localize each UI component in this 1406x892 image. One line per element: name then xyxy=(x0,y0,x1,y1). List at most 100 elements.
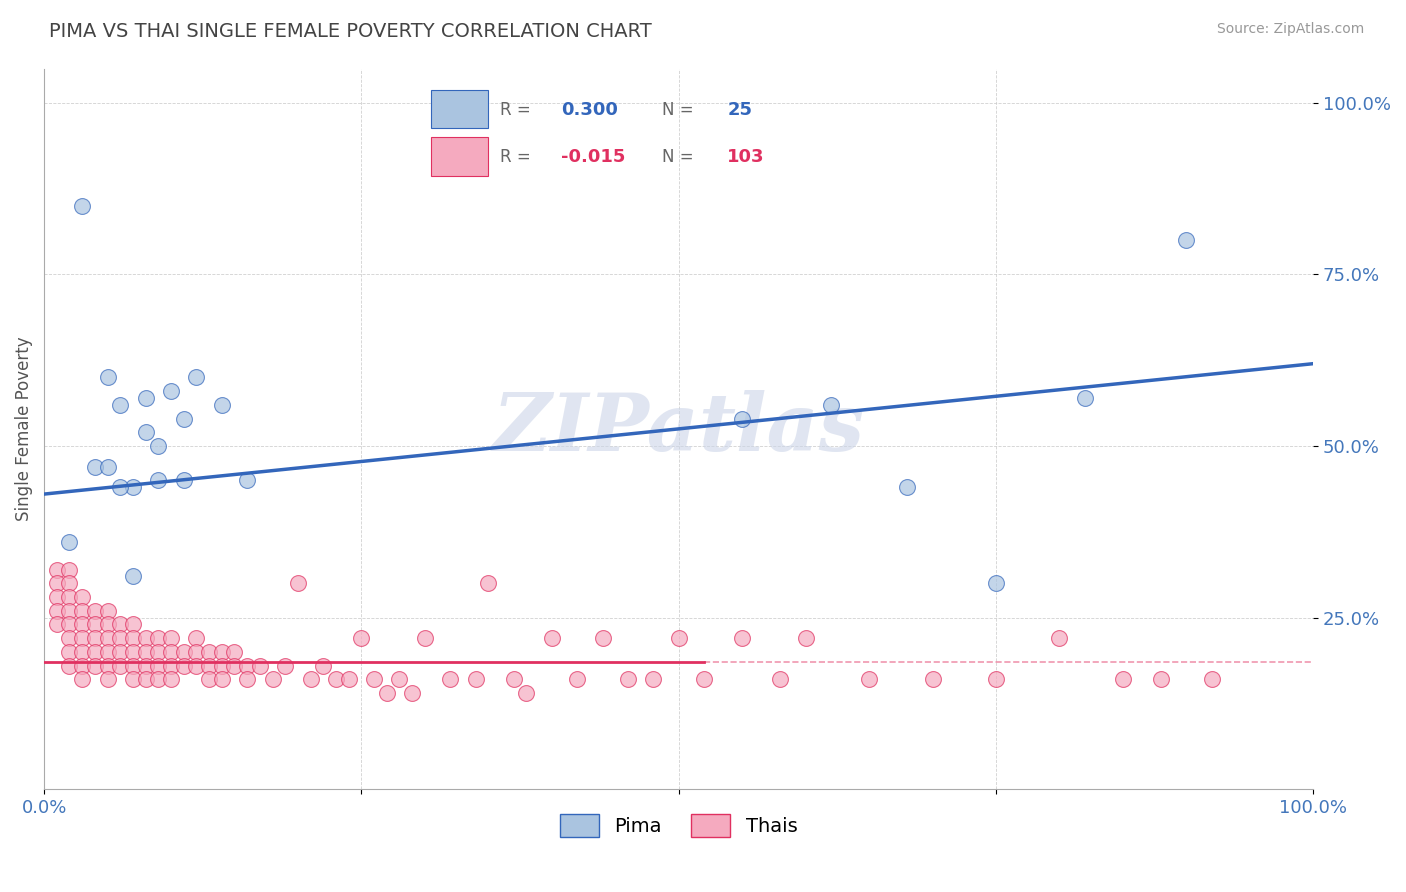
Point xyxy=(122,480,145,494)
Point xyxy=(350,631,373,645)
Point xyxy=(1074,391,1097,405)
Point xyxy=(45,590,67,604)
Point xyxy=(668,631,690,645)
Point xyxy=(83,631,105,645)
Point xyxy=(186,370,208,384)
Point xyxy=(122,617,145,632)
Point xyxy=(70,645,93,659)
Point xyxy=(921,673,943,687)
Point xyxy=(439,673,461,687)
Point xyxy=(375,686,398,700)
Point xyxy=(148,439,170,453)
Point xyxy=(477,576,499,591)
Point xyxy=(388,673,411,687)
Point xyxy=(236,658,259,673)
Point xyxy=(160,384,183,398)
Point xyxy=(135,658,157,673)
Point xyxy=(262,673,284,687)
Point xyxy=(45,576,67,591)
Point xyxy=(363,673,385,687)
Y-axis label: Single Female Poverty: Single Female Poverty xyxy=(15,336,32,521)
Point xyxy=(160,631,183,645)
Point xyxy=(160,658,183,673)
Point xyxy=(58,535,80,549)
Point xyxy=(249,658,271,673)
Point xyxy=(211,398,233,412)
Point xyxy=(97,631,120,645)
Point xyxy=(148,474,170,488)
Point xyxy=(236,474,259,488)
Point xyxy=(820,398,842,412)
Point xyxy=(110,480,132,494)
Point xyxy=(70,631,93,645)
Point xyxy=(148,673,170,687)
Point xyxy=(274,658,297,673)
Point xyxy=(148,631,170,645)
Point xyxy=(58,576,80,591)
Point xyxy=(515,686,537,700)
Point xyxy=(211,658,233,673)
Point xyxy=(135,645,157,659)
Point xyxy=(643,673,665,687)
Point xyxy=(83,604,105,618)
Point xyxy=(173,645,195,659)
Point xyxy=(58,563,80,577)
Point xyxy=(58,631,80,645)
Text: ZIPatlas: ZIPatlas xyxy=(492,390,865,467)
Point xyxy=(83,658,105,673)
Point xyxy=(97,604,120,618)
Point xyxy=(70,673,93,687)
Point xyxy=(287,576,309,591)
Point xyxy=(1175,233,1198,247)
Point xyxy=(83,617,105,632)
Point xyxy=(83,459,105,474)
Point xyxy=(45,563,67,577)
Point xyxy=(186,645,208,659)
Point xyxy=(110,617,132,632)
Point xyxy=(211,673,233,687)
Point xyxy=(58,658,80,673)
Point xyxy=(198,658,221,673)
Point xyxy=(97,658,120,673)
Point xyxy=(97,673,120,687)
Point xyxy=(896,480,918,494)
Point xyxy=(186,658,208,673)
Point xyxy=(135,391,157,405)
Legend: Pima, Thais: Pima, Thais xyxy=(553,806,806,845)
Point xyxy=(769,673,792,687)
Point xyxy=(97,370,120,384)
Point xyxy=(122,673,145,687)
Point xyxy=(224,645,246,659)
Point xyxy=(337,673,360,687)
Point xyxy=(70,604,93,618)
Point xyxy=(794,631,817,645)
Point xyxy=(135,425,157,440)
Point xyxy=(58,590,80,604)
Point xyxy=(110,398,132,412)
Point xyxy=(97,459,120,474)
Point xyxy=(464,673,486,687)
Point xyxy=(83,645,105,659)
Point xyxy=(325,673,347,687)
Point xyxy=(617,673,640,687)
Point xyxy=(148,658,170,673)
Point xyxy=(984,673,1007,687)
Point xyxy=(70,590,93,604)
Point xyxy=(540,631,562,645)
Point xyxy=(110,631,132,645)
Point xyxy=(413,631,436,645)
Point xyxy=(148,645,170,659)
Point xyxy=(122,569,145,583)
Point xyxy=(45,604,67,618)
Point xyxy=(70,617,93,632)
Point xyxy=(236,673,259,687)
Text: Source: ZipAtlas.com: Source: ZipAtlas.com xyxy=(1216,22,1364,37)
Point xyxy=(186,631,208,645)
Point xyxy=(70,658,93,673)
Point xyxy=(312,658,335,673)
Point xyxy=(1150,673,1173,687)
Point xyxy=(502,673,524,687)
Point xyxy=(160,645,183,659)
Point xyxy=(299,673,322,687)
Point xyxy=(122,631,145,645)
